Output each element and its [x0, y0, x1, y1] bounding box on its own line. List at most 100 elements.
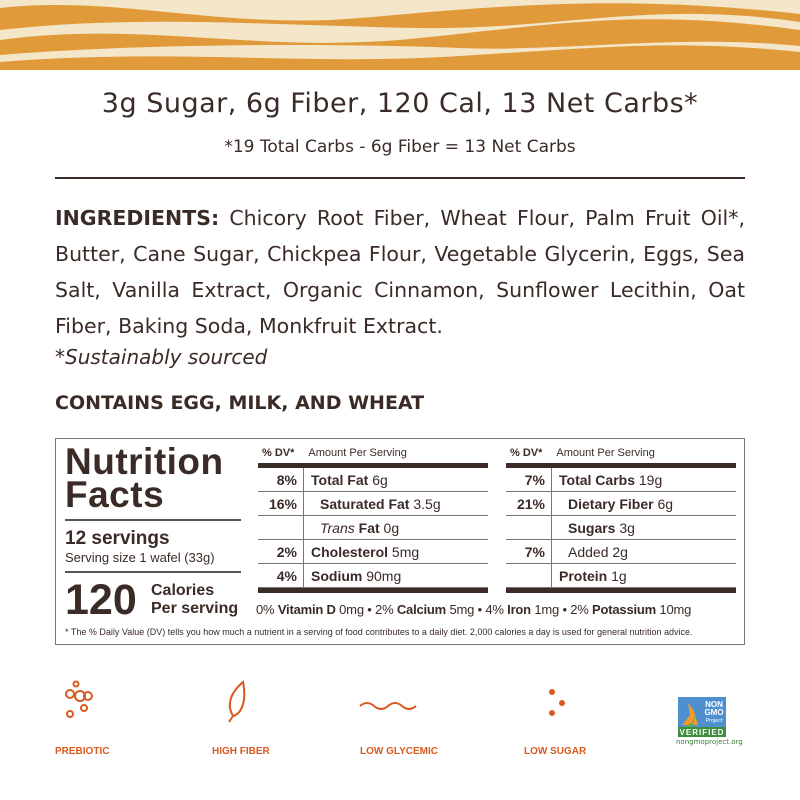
sugar-dots-icon	[549, 689, 565, 716]
molecule-icon	[65, 680, 93, 718]
vitamin-name: Potassium	[592, 602, 656, 617]
nutrient-amount: 0g	[383, 519, 400, 536]
nutrient-name: Protein	[559, 567, 608, 584]
badge-label: HIGH FIBER	[212, 746, 270, 757]
nutrient-name: Added	[568, 543, 609, 560]
vitamin-pct: 4%	[485, 602, 504, 617]
ingredients-text: Chicory Root Fiber, Wheat Flour, Palm Fr…	[55, 206, 745, 338]
net-carbs-note: *19 Total Carbs - 6g Fiber = 13 Net Carb…	[224, 137, 576, 157]
vitamin-item: 0% Vitamin D 0mg	[256, 602, 364, 617]
nutrition-facts-title: Nutrition Facts	[65, 443, 224, 515]
dv-header: % DV*	[510, 447, 543, 459]
table-header: % DV* Amount Per Serving	[506, 447, 736, 463]
nutrient-amount: 1g	[611, 567, 627, 584]
nutrient-name: Fat	[358, 519, 380, 536]
nutrient: Total Carbs 19g	[552, 472, 662, 488]
title-line-2: Facts	[65, 474, 165, 515]
nutrient-amount: 2g	[612, 543, 628, 560]
badge-high-fiber	[178, 680, 298, 724]
calories-word: Calories	[151, 582, 215, 599]
non-gmo-verified-logo: NON GMO Project VERIFIED	[678, 697, 726, 737]
vitamin-pct: 2%	[375, 602, 394, 617]
nutrient-name: Dietary Fiber	[568, 495, 654, 512]
daily-value-percent: 2%	[258, 540, 304, 563]
vitamin-amount: 5mg	[449, 602, 475, 617]
nutrient-name: Saturated Fat	[320, 495, 410, 512]
vitamin-name: Calcium	[396, 602, 447, 617]
nutrient-row: Trans Fat 0g	[258, 516, 488, 540]
nutrient-row: 4% Sodium 90mg	[258, 564, 488, 588]
nutrient-name: Trans	[320, 519, 355, 536]
daily-value-percent	[258, 516, 304, 539]
svg-text:NON: NON	[705, 700, 723, 709]
thick-rule	[506, 588, 736, 593]
divider	[65, 519, 241, 521]
daily-value-percent: 16%	[258, 492, 304, 515]
nutrient: Added 2g	[552, 544, 628, 560]
calories-label: Calories Per serving	[151, 582, 238, 618]
vitamin-pct: 0%	[256, 602, 275, 617]
daily-value-percent: 7%	[506, 468, 552, 491]
dv-footnote: * The % Daily Value (DV) tells you how m…	[65, 627, 693, 637]
vitamins-line: 0% Vitamin D 0mg • 2% Calcium 5mg • 4% I…	[256, 602, 692, 617]
decorative-wave-band	[0, 0, 800, 70]
nutrient-table-right: % DV* Amount Per Serving 7% Total Carbs 19g…	[506, 447, 736, 593]
nutrient-amount: 19g	[638, 471, 663, 488]
servings-count: 12 servings	[65, 528, 170, 549]
table-header: % DV* Amount Per Serving	[258, 447, 488, 463]
nutrient: Sodium 90mg	[304, 568, 401, 584]
divider	[55, 177, 745, 179]
serving-size: Serving size 1 wafel (33g)	[65, 550, 215, 565]
divider	[65, 571, 241, 573]
nutrient-amount: 90mg	[366, 567, 402, 584]
svg-text:Project: Project	[705, 718, 723, 724]
nutrient: Protein 1g	[552, 568, 627, 584]
badge-prebiotic	[20, 680, 140, 720]
nutrient: Saturated Fat 3.5g	[304, 496, 441, 512]
nutrient-row: 21% Dietary Fiber 6g	[506, 492, 736, 516]
nutrient-row: 16% Saturated Fat 3.5g	[258, 492, 488, 516]
vitamin-item: 2% Potassium 10mg	[570, 602, 691, 617]
nutrient-name: Total Fat	[311, 471, 369, 488]
badge-low-sugar	[497, 680, 617, 724]
nutrient-row: 2% Cholesterol 5mg	[258, 540, 488, 564]
ingredients-list: INGREDIENTS: Chicory Root Fiber, Wheat F…	[55, 200, 745, 344]
daily-value-percent: 7%	[506, 540, 552, 563]
badge-label: PREBIOTIC	[55, 746, 110, 757]
vitamin-item: 2% Calcium 5mg	[375, 602, 474, 617]
nutrient-name: Sugars	[568, 519, 616, 536]
nutrient: Sugars 3g	[552, 520, 635, 536]
non-gmo-url: nongmoproject.org	[676, 738, 743, 746]
nutrient: Dietary Fiber 6g	[552, 496, 673, 512]
nutrient: Trans Fat 0g	[304, 520, 399, 536]
nutrient-row: 8% Total Fat 6g	[258, 468, 488, 492]
nutrient: Total Fat 6g	[304, 472, 388, 488]
nutrient-row: Sugars 3g	[506, 516, 736, 540]
headline: 3g Sugar, 6g Fiber, 120 Cal, 13 Net Carb…	[101, 88, 699, 119]
badge-low-glycemic	[328, 680, 448, 724]
vitamin-item: 4% Iron 1mg	[485, 602, 559, 617]
daily-value-percent	[506, 516, 552, 539]
svg-text:GMO: GMO	[704, 708, 723, 717]
nutrient-amount: 6g	[657, 495, 674, 512]
thick-rule	[506, 463, 736, 468]
nutrient-amount: 5mg	[391, 543, 420, 560]
svg-text:VERIFIED: VERIFIED	[680, 728, 725, 737]
vitamin-amount: 0mg	[339, 602, 364, 617]
badge-label: LOW SUGAR	[524, 746, 587, 757]
daily-value-percent	[506, 564, 552, 587]
nutrient-name: Cholesterol	[311, 543, 389, 560]
per-serving: Per serving	[151, 600, 239, 617]
badge-label: LOW GLYCEMIC	[360, 746, 438, 757]
nutrient-row: 7% Added 2g	[506, 540, 736, 564]
nutrient-amount: 3.5g	[413, 495, 441, 512]
thick-rule	[258, 588, 488, 593]
vitamin-pct: 2%	[570, 602, 589, 617]
nutrition-facts-panel: Nutrition Facts 12 servings Serving size …	[55, 438, 745, 645]
daily-value-percent: 8%	[258, 468, 304, 491]
amount-header: Amount Per Serving	[556, 447, 655, 459]
allergen-statement: CONTAINS EGG, MILK, AND WHEAT	[55, 392, 425, 414]
vitamin-amount: 10mg	[659, 602, 692, 617]
ingredients-label: INGREDIENTS:	[55, 206, 220, 230]
daily-value-percent: 21%	[506, 492, 552, 515]
